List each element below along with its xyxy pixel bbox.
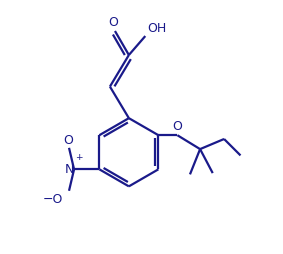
Text: O: O: [63, 134, 73, 147]
Text: +: +: [75, 153, 82, 162]
Text: N: N: [65, 163, 74, 176]
Text: −O: −O: [42, 193, 63, 206]
Text: O: O: [172, 120, 182, 133]
Text: OH: OH: [147, 22, 167, 35]
Text: O: O: [108, 16, 118, 29]
